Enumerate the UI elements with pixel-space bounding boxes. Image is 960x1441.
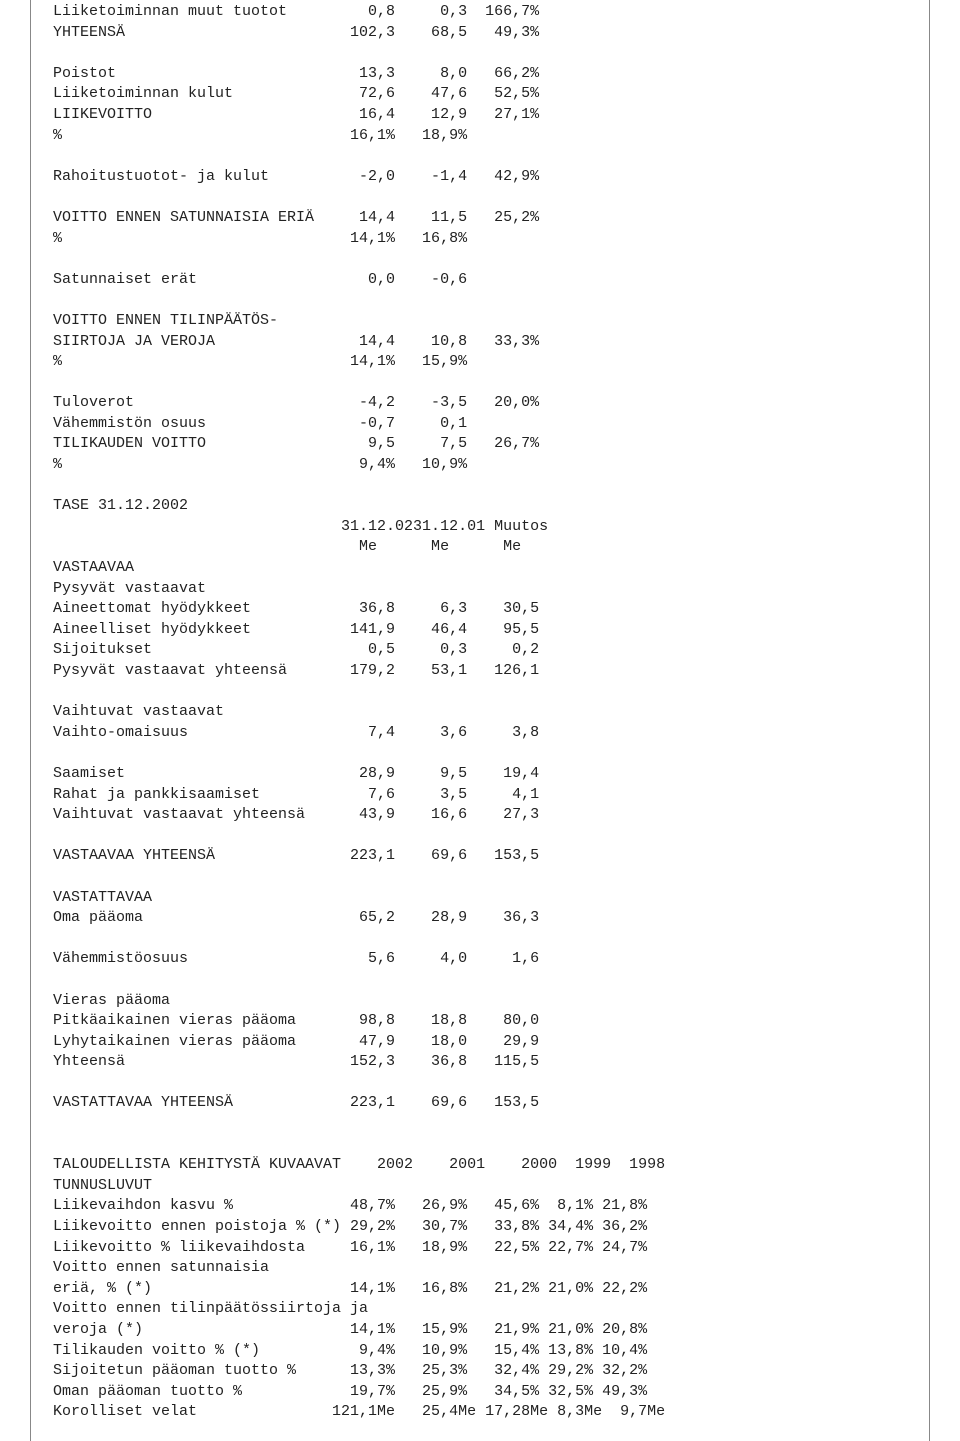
report-page: Liiketoiminnan muut tuotot 0,8 0,3 166,7…	[30, 0, 930, 1441]
report-text: Liiketoiminnan muut tuotot 0,8 0,3 166,7…	[53, 3, 665, 1420]
